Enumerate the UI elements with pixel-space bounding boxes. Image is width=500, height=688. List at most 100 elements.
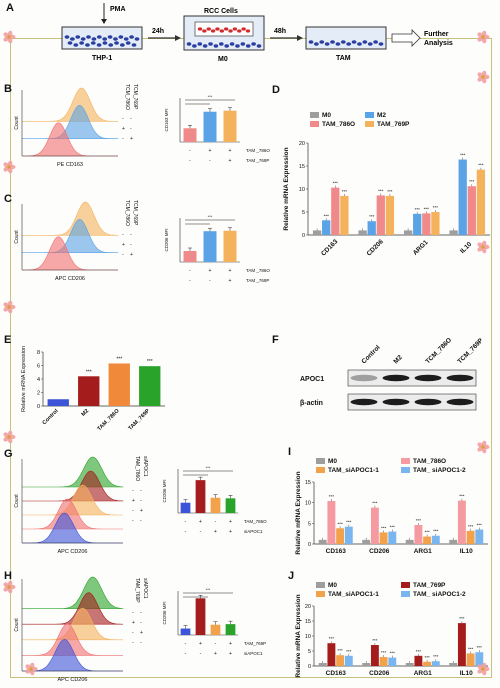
y-tick-label: 10: [305, 501, 311, 507]
legend-label: TAM_786O: [134, 456, 140, 481]
blot-band: [414, 374, 442, 382]
legend-mark: -: [140, 640, 142, 646]
histogram-peak: [22, 623, 123, 656]
sig-label: ***: [206, 587, 211, 592]
sig-label: ***: [415, 207, 421, 212]
blot-band: [350, 398, 378, 406]
cell: [197, 42, 203, 46]
sig-label: ***: [329, 636, 335, 641]
chart-e: 0 2 4 6 8 Relative mRNA Expression Control *** M…: [21, 346, 165, 433]
flower-petal: [481, 77, 487, 84]
bar: [318, 663, 327, 666]
blot-band: [446, 398, 474, 406]
x-axis-label: APC CD206: [58, 677, 88, 683]
flower-petal: [477, 72, 483, 78]
sig-label: ***: [86, 369, 92, 375]
y-tick-label: 5: [308, 521, 311, 527]
legend-mark: -: [130, 232, 132, 238]
flower-center: [481, 35, 485, 39]
flower-petal: [481, 30, 487, 37]
flower-decoration: [2, 430, 16, 444]
bar: [344, 526, 353, 544]
flower-petal: [481, 662, 487, 669]
cell: [85, 43, 90, 47]
y-tick-label: 10: [305, 634, 311, 640]
bar: [210, 624, 221, 635]
flower-petal: [7, 437, 13, 444]
y-axis-label: CD206 MFI: [162, 601, 167, 624]
flower-petal: [481, 447, 487, 454]
legend-swatch: [310, 121, 319, 127]
flower-petal: [3, 432, 9, 438]
flower-petal: [7, 37, 13, 44]
condition-mark: -: [189, 148, 191, 154]
legend-label: TAM_siAPOC1-1: [328, 467, 379, 474]
bar: [331, 187, 340, 235]
bar: [385, 195, 395, 235]
cell: [102, 41, 108, 45]
bar: [210, 497, 221, 513]
flower-petal: [7, 430, 13, 437]
condition-mark: -: [200, 529, 202, 535]
cell: [202, 44, 208, 48]
condition-mark: +: [229, 148, 232, 154]
bar: [336, 528, 345, 544]
sig-label: ***: [324, 213, 330, 218]
category-label: TAM_786O: [97, 408, 122, 433]
flower-petal: [481, 70, 487, 77]
bar: [370, 507, 379, 544]
flow-histogram-g: Count APC CD206: [14, 456, 124, 555]
legend-mark: +: [130, 136, 133, 142]
bar: [476, 169, 486, 235]
bar: [458, 159, 467, 235]
sig-label: ***: [116, 356, 122, 362]
cell: [197, 27, 203, 31]
sig-label: ***: [147, 359, 153, 365]
sig-label: ***: [424, 655, 430, 660]
cell: [208, 42, 213, 46]
flower-center: [7, 585, 11, 589]
flower-petal: [25, 664, 31, 670]
cell: [256, 44, 262, 48]
y-tick-label: 8: [37, 350, 40, 356]
workflow-diagram: PMA THP-1 24h RCC Cells M0 48h TAM Furth…: [61, 3, 453, 63]
flow-histogram-b: Count PE CD163: [14, 87, 119, 168]
legend-swatch: [316, 582, 325, 588]
sig-label: ***: [390, 525, 396, 530]
legend-label: M0: [328, 582, 337, 589]
cell: [319, 40, 325, 44]
category-label: IL10: [460, 670, 473, 677]
condition-mark: +: [199, 641, 202, 647]
sig-label: ***: [333, 181, 339, 186]
blot-band: [382, 398, 410, 406]
bar: [180, 628, 191, 635]
lane-label: TCM_786O: [424, 337, 453, 366]
condition-mark: +: [209, 148, 212, 154]
flower-center: [7, 35, 11, 39]
condition-mark: -: [215, 641, 217, 647]
bar: [203, 231, 217, 262]
legend-label: TCM_769P: [132, 84, 138, 110]
legend-swatch: [401, 458, 410, 464]
sig-label: ***: [346, 649, 352, 654]
bar: [362, 663, 371, 666]
bar: [423, 661, 432, 666]
legend-swatch: [316, 458, 325, 464]
condition-mark: -: [200, 651, 202, 657]
flow-histogram-h: Count APC CD206: [14, 576, 124, 683]
blot-band: [350, 374, 378, 382]
cell: [215, 27, 220, 31]
sig-label: ***: [369, 214, 375, 219]
condition-mark: +: [229, 519, 232, 525]
cell: [330, 40, 335, 44]
thp1-cells: [64, 35, 140, 47]
condition-mark: -: [189, 158, 191, 164]
sig-label: ***: [433, 654, 439, 659]
condition-mark: -: [215, 519, 217, 525]
histogram-peak: [22, 456, 124, 488]
y-axis-label: CD163 MFI: [164, 108, 169, 131]
condition-mark: +: [229, 651, 232, 657]
blot-strip: [347, 393, 477, 411]
histogram-peak: [21, 218, 119, 253]
sig-label: ***: [416, 518, 422, 523]
